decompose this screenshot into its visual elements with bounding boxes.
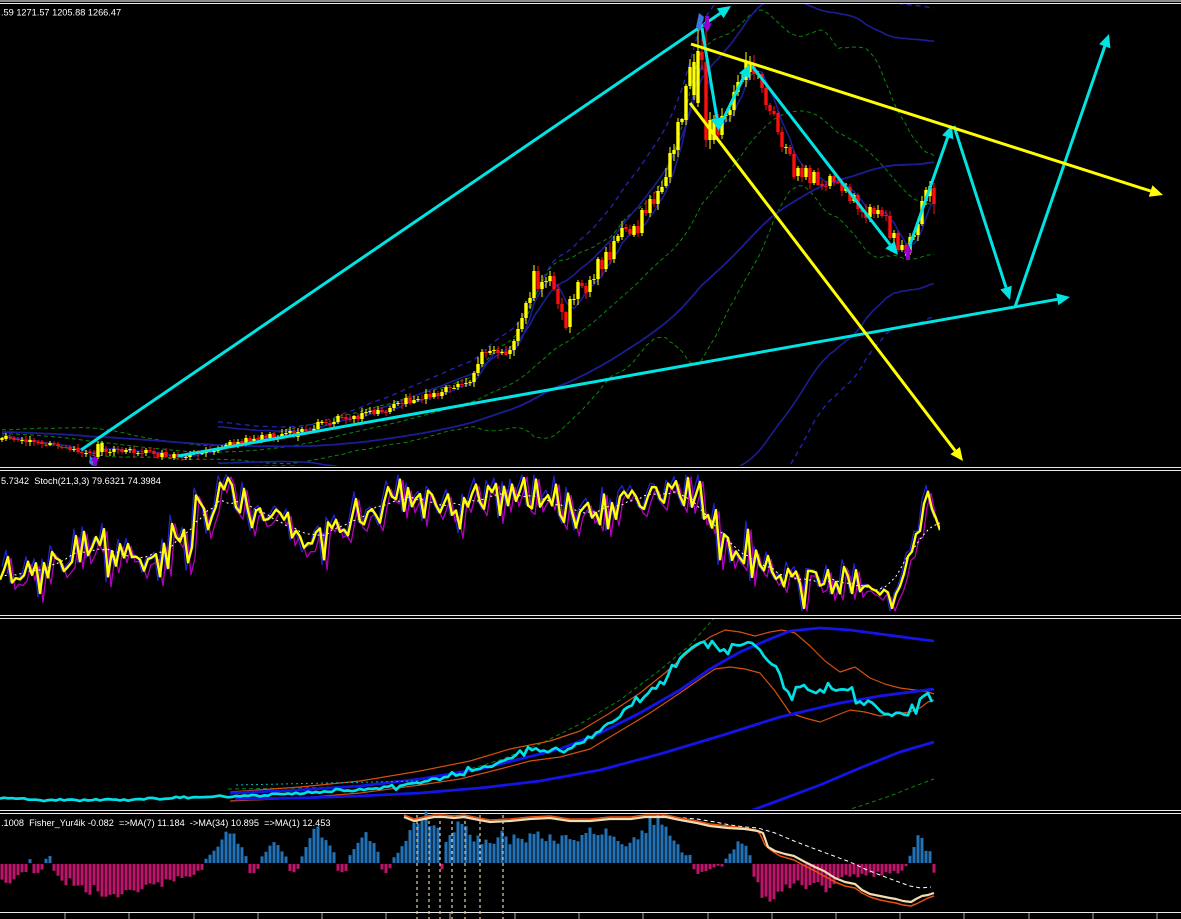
- svg-text:5.7342 Stoch(21,3,3) 79.6321: 5.7342 Stoch(21,3,3) 79.6321 74.3984: [1, 476, 161, 486]
- svg-text:.1008 Fisher_Yur4ik -0.082 =: .1008 Fisher_Yur4ik -0.082 =>MA(7) 11.18…: [1, 818, 331, 828]
- svg-text:.59 1271.57 1205.88 1266.47: .59 1271.57 1205.88 1266.47: [1, 8, 121, 18]
